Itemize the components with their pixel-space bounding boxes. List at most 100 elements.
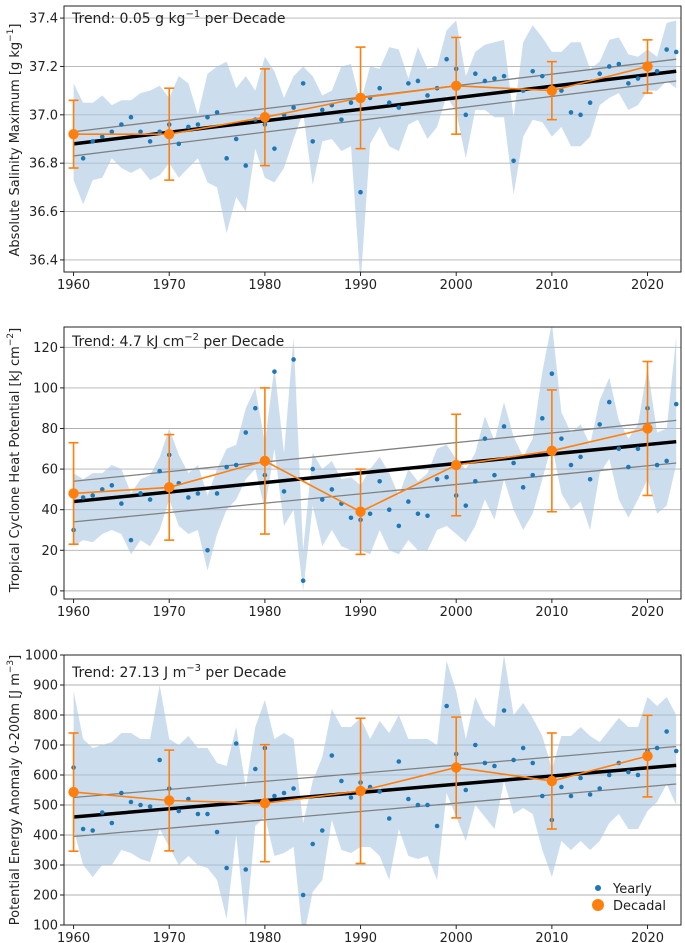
decadal-point	[355, 506, 366, 517]
yearly-point	[205, 811, 210, 817]
y-tick-label: 80	[41, 422, 58, 437]
yearly-point	[243, 163, 249, 168]
yearly-point	[482, 78, 488, 84]
yearly-point	[463, 787, 469, 793]
yearly-point	[520, 485, 526, 490]
yearly-point	[233, 741, 239, 746]
yearly-point	[138, 802, 143, 808]
yearly-point	[214, 110, 220, 115]
y-tick-label: 120	[33, 341, 58, 356]
x-tick-label: 2000	[440, 605, 473, 620]
yearly-point	[530, 472, 536, 478]
y-tick-label: 900	[33, 679, 58, 694]
x-tick-label: 2020	[631, 278, 664, 293]
yearly-point	[348, 100, 354, 106]
decadal-point	[259, 455, 271, 467]
yearly-point	[635, 76, 641, 81]
y-tick-label: 200	[33, 889, 58, 904]
yearly-point	[635, 446, 641, 452]
y-tick-label: 60	[41, 463, 58, 478]
yearly-point	[128, 114, 134, 120]
y-tick-label: 400	[33, 829, 58, 844]
y-tick-label: 37.4	[29, 12, 58, 27]
yearly-point	[492, 763, 497, 769]
yearly-point	[473, 71, 478, 77]
yearly-point	[415, 78, 421, 84]
yearly-point	[310, 466, 316, 472]
yearly-point	[549, 371, 555, 376]
yearly-point	[319, 828, 325, 833]
yearly-point	[587, 100, 593, 106]
y-axis-label-salinity: Absolute Salinity Maximum [g kg−1]	[6, 24, 23, 257]
yearly-point	[358, 189, 363, 195]
yearly-point	[310, 841, 316, 847]
yearly-point	[310, 139, 316, 144]
x-tick-label: 1980	[248, 278, 281, 293]
uncertainty-band	[73, 20, 677, 272]
yearly-point	[396, 105, 402, 110]
x-tick-label: 1980	[248, 931, 281, 943]
trend-ci-upper	[73, 419, 677, 482]
yearly-point	[119, 790, 124, 796]
yearly-point	[406, 499, 411, 504]
yearly-point	[664, 458, 669, 464]
yearly-point	[186, 796, 191, 802]
yearly-point	[300, 578, 306, 584]
x-tick-label: 1970	[153, 605, 186, 620]
y-tick-label: 37.2	[29, 60, 58, 75]
yearly-point	[339, 778, 344, 784]
yearly-point	[386, 507, 392, 512]
yearly-point	[626, 769, 631, 775]
yearly-point	[568, 462, 574, 468]
x-tick-label: 2000	[440, 931, 473, 943]
y-tick-label: 36.8	[29, 157, 58, 172]
panel-tchp: Trend: 4.7 kJ cm−2 per Decade Tropical C…	[6, 326, 682, 620]
yearly-point	[597, 71, 602, 77]
yearly-point	[186, 124, 191, 130]
yearly-point	[606, 399, 612, 405]
yearly-point	[319, 497, 325, 502]
yearly-point	[157, 757, 162, 763]
decadal-point	[355, 785, 366, 797]
yearly-point	[654, 745, 660, 751]
y-tick-label: 36.6	[29, 205, 58, 220]
yearly-point	[348, 515, 354, 521]
yearly-point	[147, 804, 153, 809]
uncertainty-band	[73, 655, 677, 925]
yearly-point	[664, 47, 669, 52]
yearly-point	[406, 81, 411, 86]
uncertainty-band	[73, 327, 677, 591]
yearly-point	[578, 775, 583, 781]
yearly-point	[128, 537, 134, 543]
yearly-point	[272, 369, 277, 374]
yearly-point	[530, 68, 536, 74]
yearly-point	[444, 56, 449, 62]
axes-frame	[63, 326, 682, 600]
yearly-point	[253, 766, 258, 772]
y-axis-label-pea: Potential Energy Anomaly 0-200m [J m−3]	[6, 655, 23, 926]
yearly-point	[253, 405, 258, 411]
yearly-point	[654, 68, 660, 74]
x-tick-label: 2000	[440, 278, 473, 293]
decadal-point	[355, 92, 366, 104]
yearly-point	[99, 810, 105, 815]
yearly-point	[616, 446, 622, 452]
yearly-point	[473, 478, 478, 484]
yearly-point	[587, 792, 593, 797]
decadal-point	[642, 423, 653, 434]
decadal-point	[451, 80, 462, 92]
yearly-point	[597, 422, 602, 427]
yearly-point	[300, 81, 306, 86]
yearly-point	[626, 81, 631, 86]
yearly-point	[205, 547, 210, 553]
yearly-point	[606, 64, 612, 69]
yearly-point	[319, 107, 325, 113]
y-tick-label: 40	[41, 503, 58, 518]
x-tick-label: 2010	[535, 605, 568, 620]
yearly-point	[386, 816, 392, 821]
yearly-point	[195, 122, 201, 127]
yearly-point	[406, 796, 411, 802]
yearly-point	[425, 93, 430, 98]
yearly-point	[214, 829, 220, 835]
